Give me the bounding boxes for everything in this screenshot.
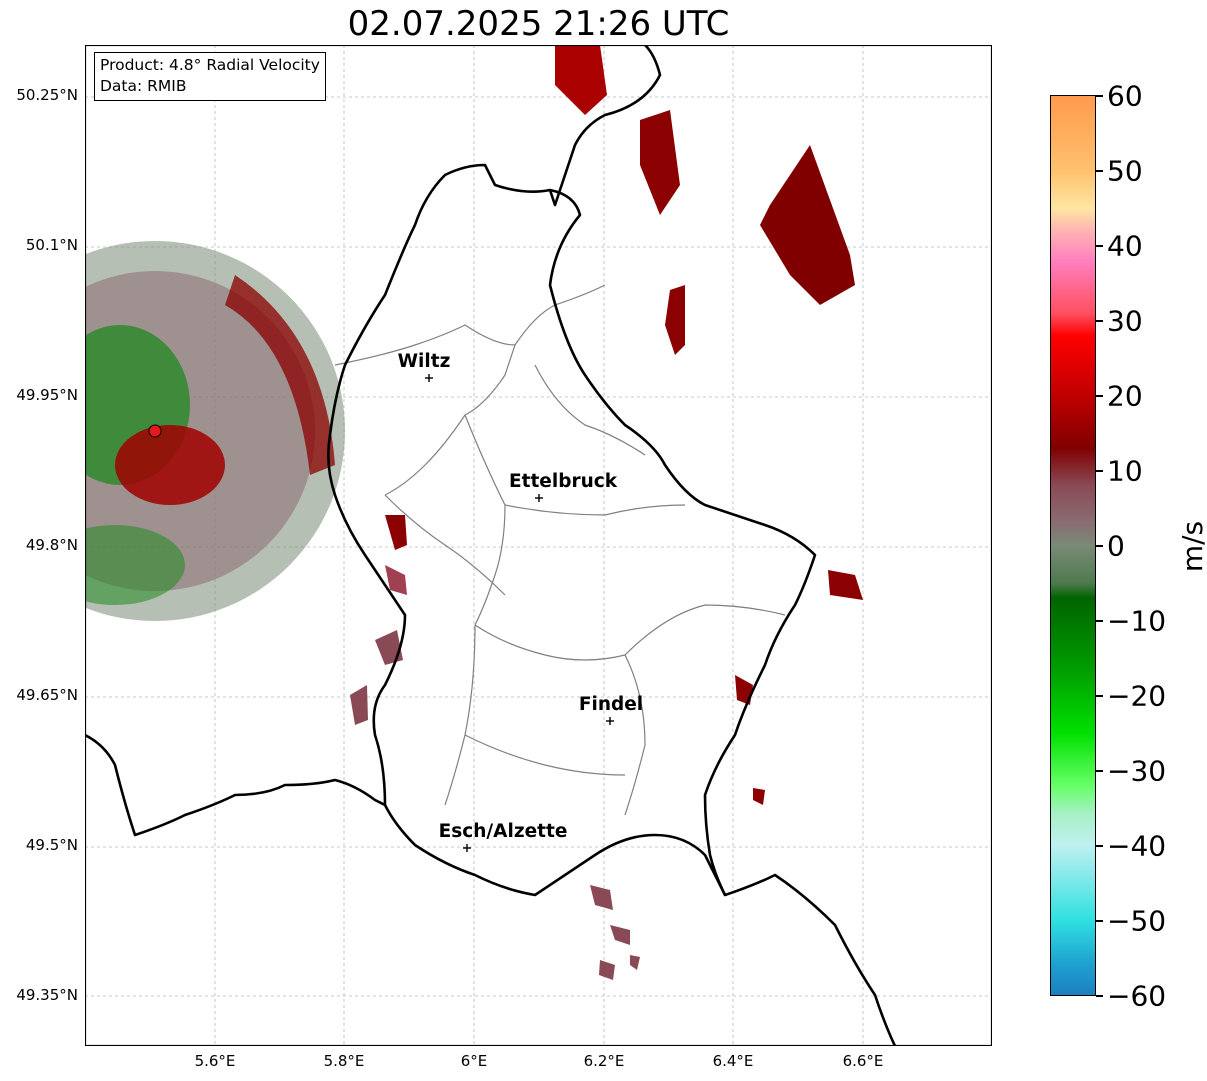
colorbar-label-10: 10	[1107, 454, 1143, 488]
colorbar-label-30: 30	[1107, 304, 1143, 338]
colorbar-label-minus-20: −20	[1107, 679, 1167, 713]
country-borders	[85, 45, 897, 1046]
colorbar-tick	[1096, 245, 1103, 247]
colorbar-tick	[1096, 845, 1103, 847]
map-canvas	[85, 45, 992, 1046]
product-info-box: Product: 4.8° Radial Velocity Data: RMIB	[94, 52, 326, 101]
radar-echo-near-site	[85, 241, 345, 621]
colorbar-tick	[1096, 995, 1103, 997]
colorbar-tick	[1096, 920, 1103, 922]
lon-label-6-2: 6.2°E	[583, 1052, 625, 1070]
colorbar-tick	[1096, 695, 1103, 697]
colorbar-tick	[1096, 320, 1103, 322]
lat-label-50-1: 50.1°N	[25, 236, 78, 254]
lon-label-6-6: 6.6°E	[842, 1052, 884, 1070]
source-line: Data: RMIB	[100, 77, 187, 95]
colorbar-label-minus-60: −60	[1107, 979, 1167, 1013]
colorbar-tick	[1096, 395, 1103, 397]
city-markers	[425, 374, 614, 852]
lat-label-50-25: 50.25°N	[16, 86, 78, 104]
colorbar-label-60: 60	[1107, 79, 1143, 113]
colorbar-label-minus-30: −30	[1107, 754, 1167, 788]
colorbar-label-minus-10: −10	[1107, 604, 1167, 638]
lat-label-49-95: 49.95°N	[16, 386, 78, 404]
lon-label-5-6: 5.6°E	[194, 1052, 236, 1070]
colorbar-label-50: 50	[1107, 154, 1143, 188]
lat-label-49-35: 49.35°N	[16, 986, 78, 1004]
lat-label-49-65: 49.65°N	[16, 686, 78, 704]
lon-label-6-4: 6.4°E	[712, 1052, 754, 1070]
city-label-findel: Findel	[578, 694, 644, 715]
colorbar-tick	[1096, 545, 1103, 547]
colorbar-label-20: 20	[1107, 379, 1143, 413]
colorbar-tick	[1096, 620, 1103, 622]
city-label-ettelbruck: Ettelbruck	[508, 471, 618, 492]
colorbar-unit-label: m/s	[1176, 520, 1207, 573]
radar-site-marker	[148, 424, 162, 438]
colorbar-label-minus-50: −50	[1107, 904, 1167, 938]
city-label-wiltz: Wiltz	[397, 351, 451, 372]
map-title: 02.07.2025 21:26 UTC	[347, 4, 730, 44]
colorbar-tick	[1096, 170, 1103, 172]
radar-echoes	[350, 45, 863, 980]
velocity-colorbar	[1050, 95, 1096, 996]
lat-label-49-8: 49.8°N	[25, 536, 78, 554]
colorbar-tick	[1096, 470, 1103, 472]
radar-map[interactable]	[85, 45, 992, 1046]
lon-label-6: 6°E	[460, 1052, 488, 1070]
colorbar-tick	[1096, 770, 1103, 772]
colorbar-label-minus-40: −40	[1107, 829, 1167, 863]
colorbar-label-0: 0	[1107, 529, 1125, 563]
lon-label-5-8: 5.8°E	[323, 1052, 365, 1070]
product-line: Product: 4.8° Radial Velocity	[100, 56, 320, 74]
colorbar-label-40: 40	[1107, 229, 1143, 263]
city-label-esch: Esch/Alzette	[438, 821, 568, 842]
colorbar-tick	[1096, 95, 1103, 97]
lat-label-49-5: 49.5°N	[25, 836, 78, 854]
canton-borders	[334, 284, 786, 816]
